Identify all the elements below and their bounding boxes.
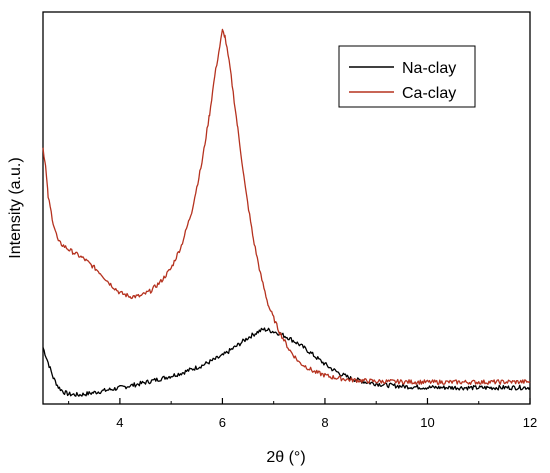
x-axis-tick-labels: 4 6 8 10 12: [116, 415, 537, 430]
x-tick-label-12: 12: [523, 415, 537, 430]
series-lines: [42, 28, 531, 397]
x-tick-label-6: 6: [219, 415, 226, 430]
legend-box: [338, 45, 476, 108]
series-line-ca-clay: [42, 28, 531, 385]
x-tick-label-10: 10: [420, 415, 434, 430]
x-axis-title: 2θ (°): [266, 449, 305, 466]
legend: Na-clay Ca-clay: [338, 45, 476, 108]
y-axis-title: Intensity (a.u.): [7, 157, 24, 258]
series-line-na-clay: [42, 327, 531, 397]
legend-label-na-clay: Na-clay: [402, 60, 456, 77]
x-axis-ticks: [68, 398, 531, 404]
plot-frame: [42, 11, 531, 405]
legend-label-ca-clay: Ca-clay: [402, 85, 456, 102]
x-tick-label-8: 8: [321, 415, 328, 430]
x-tick-label-4: 4: [116, 415, 123, 430]
